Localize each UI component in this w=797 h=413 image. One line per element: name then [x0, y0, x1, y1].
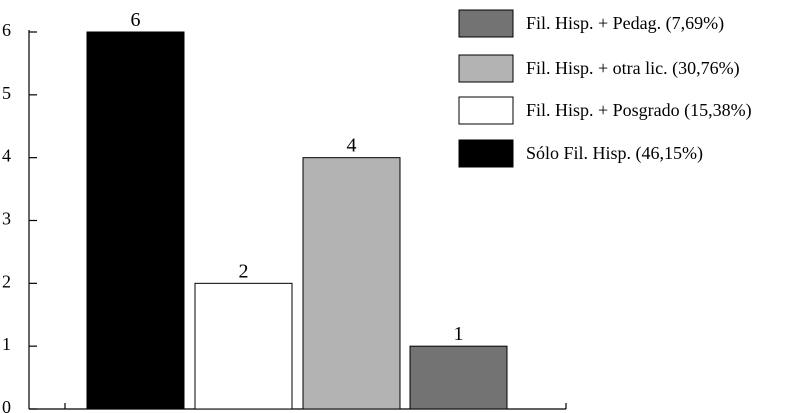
data-label: 1 [454, 323, 464, 345]
y-tick-label: 0 [2, 397, 11, 413]
bars [86, 31, 508, 410]
y-tick-label: 6 [2, 20, 11, 40]
data-label: 6 [131, 9, 141, 31]
y-tick-label: 4 [2, 146, 11, 166]
legend-item: Fil. Hisp. + Pedag. (7,69%) [458, 9, 724, 38]
y-tick-label: 1 [2, 334, 11, 354]
legend: Fil. Hisp. + Pedag. (7,69%) Fil. Hisp. + … [458, 9, 752, 168]
bar [302, 157, 401, 410]
legend-label: Fil. Hisp. + Pedag. (7,69%) [526, 13, 724, 34]
legend-swatch [458, 54, 514, 83]
legend-label: Fil. Hisp. + Posgrado (15,38%) [526, 100, 752, 121]
bar [86, 31, 185, 410]
legend-label: Fil. Hisp. + otra lic. (30,76%) [526, 58, 740, 79]
legend-item: Fil. Hisp. + Posgrado (15,38%) [458, 96, 752, 125]
data-label: 2 [239, 260, 249, 282]
bar [194, 282, 293, 410]
legend-item: Fil. Hisp. + otra lic. (30,76%) [458, 54, 740, 83]
data-labels: 6 2 4 1 [131, 9, 464, 345]
legend-swatch [458, 9, 514, 38]
legend-label: Sólo Fil. Hisp. (46,15%) [526, 143, 703, 164]
y-tick-label: 5 [2, 83, 11, 103]
data-label: 4 [347, 135, 357, 157]
y-tick-label: 2 [2, 271, 11, 291]
legend-item: Sólo Fil. Hisp. (46,15%) [458, 139, 703, 168]
bar [409, 345, 508, 410]
y-tick-label: 3 [2, 209, 11, 229]
y-axis: 0 1 2 3 4 5 6 [2, 20, 37, 413]
legend-swatch [458, 139, 514, 168]
legend-swatch [458, 96, 514, 125]
